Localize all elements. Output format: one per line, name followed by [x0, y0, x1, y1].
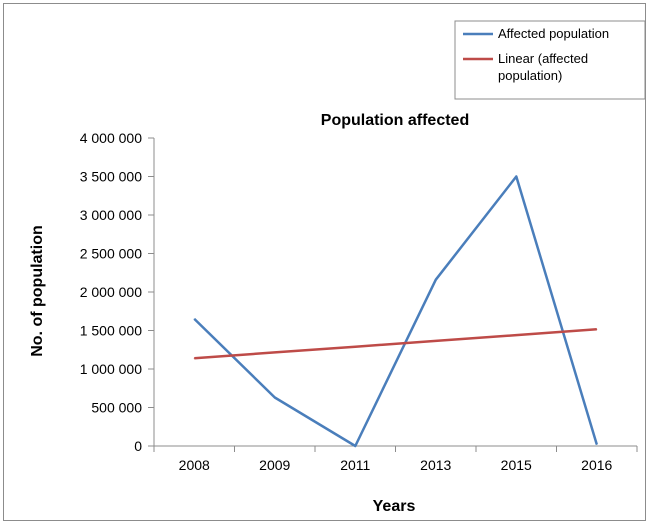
trend-point	[515, 334, 517, 336]
y-tick-label: 3 000 000	[80, 207, 142, 223]
x-tick-label: 2011	[340, 457, 370, 473]
trend-point	[274, 351, 276, 353]
x-tick-label: 2015	[501, 457, 532, 473]
x-tick-label: 2016	[581, 457, 612, 473]
trend-point	[193, 357, 195, 359]
y-axis: 0 500 000 1 000 000 1 500 000 2 000 000 2 500…	[80, 130, 155, 454]
data-point	[193, 318, 195, 320]
x-axis: 2008 2009 2011 2013 2015 2016	[153, 445, 638, 473]
chart-title: Population affected	[321, 112, 469, 129]
series-line-linear-trend	[194, 328, 597, 360]
x-tick-label: 2009	[259, 457, 290, 473]
y-axis-title: No. of population	[29, 225, 46, 357]
x-axis-title: Years	[373, 498, 416, 515]
trend-point	[596, 328, 598, 330]
series-line-affected-population	[193, 175, 598, 448]
y-tick-label: 0	[134, 438, 142, 454]
trend-point	[354, 346, 356, 348]
y-tick-label: 3 500 000	[80, 169, 142, 185]
legend-label-affected-population: Affected population	[498, 26, 609, 41]
x-tick-label: 2008	[179, 457, 210, 473]
y-tick-label: 1 500 000	[80, 323, 142, 339]
y-tick-label: 2 500 000	[80, 246, 142, 262]
trend-point	[435, 340, 437, 342]
y-tick-label: 500 000	[91, 400, 142, 416]
y-tick-label: 4 000 000	[80, 130, 142, 146]
y-tick-label: 2 000 000	[80, 284, 142, 300]
legend-label-linear-trend: Linear (affected population)	[498, 51, 588, 83]
data-point	[274, 396, 276, 398]
x-tick-label: 2013	[420, 457, 451, 473]
legend: Affected population Linear (affected popu…	[454, 20, 646, 100]
data-point	[596, 443, 598, 445]
y-tick-label: 1 000 000	[80, 361, 142, 377]
data-point	[435, 279, 437, 281]
series-layer	[193, 175, 598, 448]
data-point	[515, 176, 517, 177]
data-point	[354, 445, 356, 447]
